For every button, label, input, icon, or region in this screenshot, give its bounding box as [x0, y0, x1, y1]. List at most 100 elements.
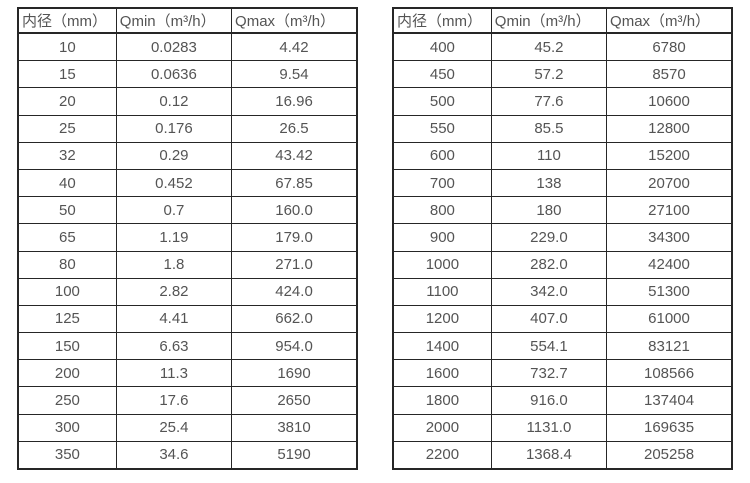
table-cell: 554.1: [490, 332, 608, 361]
table-row: 1800 916.0 137404: [392, 386, 733, 415]
table-cell: 8570: [606, 60, 733, 89]
table-row: 700 138 20700: [392, 168, 733, 198]
table-cell: 150: [17, 332, 117, 361]
table-cell: 200: [17, 359, 117, 388]
table-cell: 550: [392, 114, 492, 143]
table-cell: 20700: [606, 168, 733, 198]
table-row: 1000 282.0 42400: [392, 250, 733, 279]
table-cell: 40: [17, 168, 117, 198]
table-cell: 0.29: [115, 141, 233, 170]
table-cell: 43.42: [231, 141, 358, 170]
table-row: 1600 732.7 108566: [392, 359, 733, 388]
table-row: 200 11.3 1690: [17, 359, 358, 388]
table-cell: 100: [17, 277, 117, 306]
table-cell: 12800: [606, 114, 733, 143]
table-cell: 271.0: [231, 250, 358, 279]
table-cell: 1600: [392, 359, 492, 388]
table-cell: 450: [392, 60, 492, 89]
table-row: 450 57.2 8570: [392, 60, 733, 89]
table-cell: 800: [392, 196, 492, 225]
table-cell: 0.0283: [115, 32, 233, 62]
table-cell: 15200: [606, 141, 733, 170]
table-row: 50 0.7 160.0: [17, 196, 358, 225]
table-cell: 900: [392, 223, 492, 252]
table-cell: 26.5: [231, 114, 358, 143]
table-cell: 51300: [606, 277, 733, 306]
table-cell: 0.7: [115, 196, 233, 225]
table-row: 25 0.176 26.5: [17, 114, 358, 143]
table-cell: 3810: [231, 413, 358, 442]
table-cell: 179.0: [231, 223, 358, 252]
table-cell: 250: [17, 386, 117, 415]
table-cell: 500: [392, 87, 492, 116]
table-row: 100 2.82 424.0: [17, 277, 358, 306]
table-row: 600 110 15200: [392, 141, 733, 170]
table-row: 800 180 27100: [392, 196, 733, 225]
table-row: 1100 342.0 51300: [392, 277, 733, 306]
table-row: 500 77.6 10600: [392, 87, 733, 116]
table-cell: 34.6: [115, 440, 233, 470]
table-row: 20 0.12 16.96: [17, 87, 358, 116]
table-cell: 662.0: [231, 304, 358, 334]
table-cell: 1368.4: [490, 440, 608, 470]
table-cell: 2200: [392, 440, 492, 470]
table-cell: 10600: [606, 87, 733, 116]
table-cell: 50: [17, 196, 117, 225]
table-cell: 180: [490, 196, 608, 225]
table-cell: 25.4: [115, 413, 233, 442]
table-cell: 2650: [231, 386, 358, 415]
table-row: 40 0.452 67.85: [17, 168, 358, 198]
table-row: 250 17.6 2650: [17, 386, 358, 415]
table-cell: 80: [17, 250, 117, 279]
table-cell: 1.19: [115, 223, 233, 252]
table-cell: 1131.0: [490, 413, 608, 442]
table-cell: 2.82: [115, 277, 233, 306]
table-cell: 27100: [606, 196, 733, 225]
table-row: 150 6.63 954.0: [17, 332, 358, 361]
table-cell: 77.6: [490, 87, 608, 116]
table-cell: 1100: [392, 277, 492, 306]
table-row: 10 0.0283 4.42: [17, 32, 358, 62]
table-cell: 205258: [606, 440, 733, 470]
table-cell: 169635: [606, 413, 733, 442]
table-row: 300 25.4 3810: [17, 413, 358, 442]
column-header: Qmin（m³/h）: [115, 7, 233, 34]
table-cell: 6780: [606, 32, 733, 62]
table-row: 125 4.41 662.0: [17, 304, 358, 334]
table-cell: 67.85: [231, 168, 358, 198]
table-cell: 110: [490, 141, 608, 170]
table-cell: 138: [490, 168, 608, 198]
table-row: 65 1.19 179.0: [17, 223, 358, 252]
table-cell: 57.2: [490, 60, 608, 89]
table-cell: 16.96: [231, 87, 358, 116]
table-cell: 17.6: [115, 386, 233, 415]
table-cell: 6.63: [115, 332, 233, 361]
table-cell: 1690: [231, 359, 358, 388]
table-row: 15 0.0636 9.54: [17, 60, 358, 89]
table-row: 900 229.0 34300: [392, 223, 733, 252]
table-row: 400 45.2 6780: [392, 32, 733, 62]
table-cell: 61000: [606, 304, 733, 334]
table-cell: 342.0: [490, 277, 608, 306]
column-header: 内径（mm）: [17, 7, 117, 34]
column-header: Qmax（m³/h）: [231, 7, 358, 34]
table-cell: 32: [17, 141, 117, 170]
table-cell: 229.0: [490, 223, 608, 252]
table-cell: 65: [17, 223, 117, 252]
table-cell: 732.7: [490, 359, 608, 388]
table-cell: 1400: [392, 332, 492, 361]
table-cell: 9.54: [231, 60, 358, 89]
table-cell: 125: [17, 304, 117, 334]
table-cell: 916.0: [490, 386, 608, 415]
table-cell: 42400: [606, 250, 733, 279]
table-row: 80 1.8 271.0: [17, 250, 358, 279]
table-cell: 0.452: [115, 168, 233, 198]
table-row: 550 85.5 12800: [392, 114, 733, 143]
table-cell: 1800: [392, 386, 492, 415]
table-cell: 45.2: [490, 32, 608, 62]
table-cell: 0.176: [115, 114, 233, 143]
table-cell: 282.0: [490, 250, 608, 279]
table-row: 32 0.29 43.42: [17, 141, 358, 170]
table-cell: 424.0: [231, 277, 358, 306]
table-cell: 4.42: [231, 32, 358, 62]
